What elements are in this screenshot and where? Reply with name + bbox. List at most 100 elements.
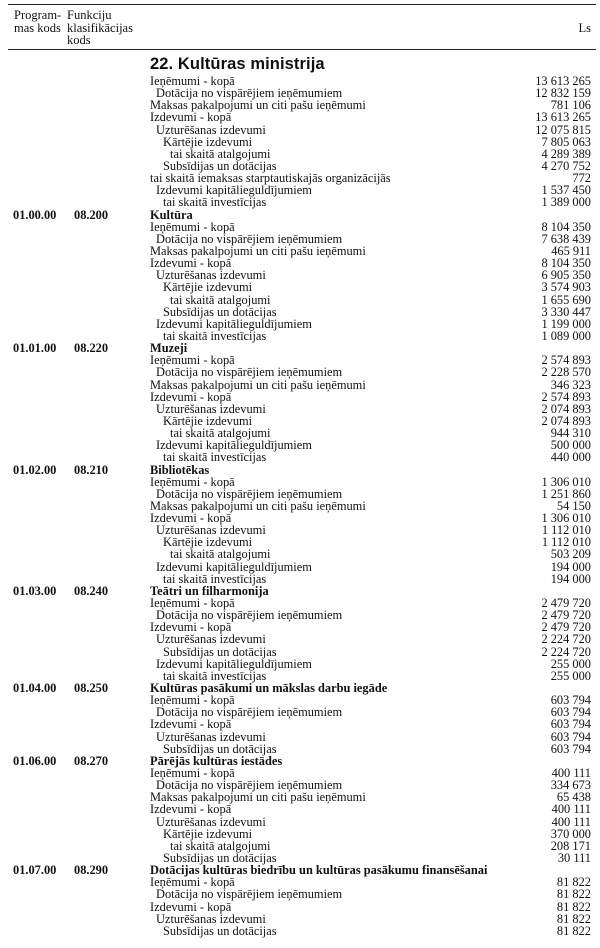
row-value: 194 000 — [550, 559, 591, 574]
table-row: Uzturēšanas izdevumi 2 224 720 — [0, 632, 600, 647]
section-heading-row: 01.01.00 08.220 Muzeji — [0, 341, 600, 356]
row-label: tai skaitā investīcijas — [163, 571, 267, 586]
table-row: Uzturēšanas izdevumi 1 112 010 — [0, 524, 600, 537]
row-label: Ieņēmumi - kopā — [150, 474, 235, 489]
table-row: Ieņēmumi - kopā 2 574 893 — [0, 353, 600, 368]
row-label: Izdevumi - kopā — [150, 802, 232, 817]
function-code: 08.290 — [74, 863, 109, 878]
row-value: 1 199 000 — [541, 316, 591, 331]
row-value: 944 310 — [550, 426, 591, 441]
row-value: 1 089 000 — [541, 328, 591, 343]
table-row: Ieņēmumi - kopā 1 306 010 — [0, 474, 600, 489]
section-heading-row: 01.06.00 08.270 Pārējās kultūras iestādes — [0, 753, 600, 768]
row-value: 4 289 389 — [541, 146, 591, 161]
table-row: Maksas pakalpojumi un citi pašu ieņēmumi… — [0, 790, 600, 805]
row-label: Izdevumi - kopā — [150, 717, 232, 732]
row-label: Maksas pakalpojumi un citi pašu ieņēmumi — [150, 98, 366, 113]
row-label: Ieņēmumi - kopā — [150, 766, 235, 781]
row-label: Ieņēmumi - kopā — [150, 219, 235, 234]
row-value: 370 000 — [550, 826, 591, 841]
row-label: Subsīdijas un dotācijas — [163, 741, 277, 756]
row-value: 503 209 — [550, 547, 591, 562]
row-value: 81 822 — [556, 923, 591, 938]
table-row: tai skaitā atalgojumi 1 655 690 — [0, 293, 600, 306]
table-row: Subsīdijas un dotācijas 4 270 752 — [0, 158, 600, 173]
row-value: 7 805 063 — [541, 134, 591, 149]
row-value: 2 224 720 — [541, 644, 591, 659]
table-row: tai skaitā investīcijas 255 000 — [0, 670, 600, 683]
row-value: 12 832 159 — [535, 86, 591, 101]
table-row: Izdevumi kapitālieguldījumiem 1 199 000 — [0, 316, 600, 331]
table-row: Uzturēšanas izdevumi 12 075 815 — [0, 122, 600, 137]
row-label: Maksas pakalpojumi un citi pašu ieņēmumi — [150, 498, 366, 513]
table-rows: Ieņēmumi - kopā 13 613 265 Dotācija no vis… — [0, 75, 600, 937]
row-label: Maksas pakalpojumi un citi pašu ieņēmumi — [150, 243, 366, 258]
row-value: 208 171 — [550, 838, 591, 853]
section-title: Bibliotēkas — [150, 462, 210, 477]
header-rule — [8, 49, 596, 50]
table-row: tai skaitā atalgojumi 4 289 389 — [0, 146, 600, 161]
row-value: 603 794 — [550, 717, 591, 732]
row-value: 13 613 265 — [535, 110, 591, 125]
table-row: Subsīdijas un dotācijas 3 330 447 — [0, 304, 600, 319]
row-label: Subsīdijas un dotācijas — [163, 923, 277, 938]
header-function-code-line1: Funkciju — [67, 8, 112, 22]
row-label: Ieņēmumi - kopā — [150, 353, 235, 368]
program-code: 01.03.00 — [13, 583, 57, 598]
row-label: Dotācija no vispārējiem ieņēmumiem — [156, 887, 343, 902]
table-row: tai skaitā investīcijas 1 089 000 — [0, 328, 600, 343]
table-row: Uzturēšanas izdevumi 81 822 — [0, 912, 600, 925]
table-row: Uzturēšanas izdevumi 6 905 350 — [0, 269, 600, 282]
table-row: Izdevumi - kopā 81 822 — [0, 899, 600, 914]
row-value: 334 673 — [550, 778, 591, 793]
row-label: Uzturēšanas izdevumi — [156, 632, 266, 647]
table-row: Subsīdijas un dotācijas 30 111 — [0, 852, 600, 865]
program-code: 01.00.00 — [13, 207, 57, 222]
table-row: tai skaitā investīcijas 440 000 — [0, 451, 600, 464]
row-value: 1 389 000 — [541, 195, 591, 210]
row-label: Izdevumi kapitālieguldījumiem — [156, 559, 312, 574]
table-row: tai skaitā investīcijas 1 389 000 — [0, 195, 600, 210]
row-label: Kārtējie izdevumi — [163, 134, 253, 149]
row-label: tai skaitā atalgojumi — [170, 838, 271, 853]
section-heading-row: 01.00.00 08.200 Kultūra — [0, 207, 600, 222]
row-value: 1 251 860 — [541, 486, 591, 501]
row-value: 2 479 720 — [541, 608, 591, 623]
table-row: Izdevumi - kopā 8 104 350 — [0, 257, 600, 270]
table-row: Uzturēšanas izdevumi 2 074 893 — [0, 401, 600, 416]
table-row: Ieņēmumi - kopā 13 613 265 — [0, 75, 600, 88]
header-function-code-line2: klasifikācijas — [67, 20, 133, 35]
row-label: Uzturēšanas izdevumi — [156, 122, 266, 137]
row-value: 1 112 010 — [541, 535, 591, 550]
row-label: Dotācija no vispārējiem ieņēmumiem — [156, 231, 343, 246]
row-value: 4 270 752 — [541, 158, 591, 173]
row-value: 2 074 893 — [541, 401, 591, 416]
table-row: Subsīdijas un dotācijas 603 794 — [0, 741, 600, 756]
header-function-code: Funkciju klasifikācijas kods — [67, 9, 133, 47]
row-label: Kārtējie izdevumi — [163, 826, 253, 841]
row-value: 346 323 — [550, 377, 591, 392]
row-value: 54 150 — [556, 498, 591, 513]
row-label: Izdevumi - kopā — [150, 110, 232, 125]
header-program-code-line2: mas kods — [14, 20, 61, 35]
row-value: 65 438 — [556, 790, 591, 805]
row-value: 3 330 447 — [541, 304, 591, 319]
row-value: 1 306 010 — [541, 511, 591, 526]
row-label: Kārtējie izdevumi — [163, 280, 253, 295]
header-program-code-line1: Program- — [14, 8, 62, 22]
row-value: 400 111 — [551, 814, 591, 829]
row-label: Izdevumi kapitālieguldījumiem — [156, 183, 312, 198]
section-title: Pārējās kultūras iestādes — [150, 753, 283, 768]
table-row: Ieņēmumi - kopā 603 794 — [0, 694, 600, 707]
table-row: tai skaitā atalgojumi 503 209 — [0, 547, 600, 562]
row-value: 2 574 893 — [541, 389, 591, 404]
function-code: 08.220 — [74, 341, 109, 356]
row-value: 603 794 — [550, 729, 591, 744]
row-label: Izdevumi kapitālieguldījumiem — [156, 316, 312, 331]
row-value: 772 — [572, 171, 591, 186]
row-label: Ieņēmumi - kopā — [150, 596, 235, 611]
row-label: tai skaitā investīcijas — [163, 328, 267, 343]
row-label: Izdevumi - kopā — [150, 899, 232, 914]
table-row: Kārtējie izdevumi 1 112 010 — [0, 535, 600, 550]
row-value: 500 000 — [550, 438, 591, 453]
